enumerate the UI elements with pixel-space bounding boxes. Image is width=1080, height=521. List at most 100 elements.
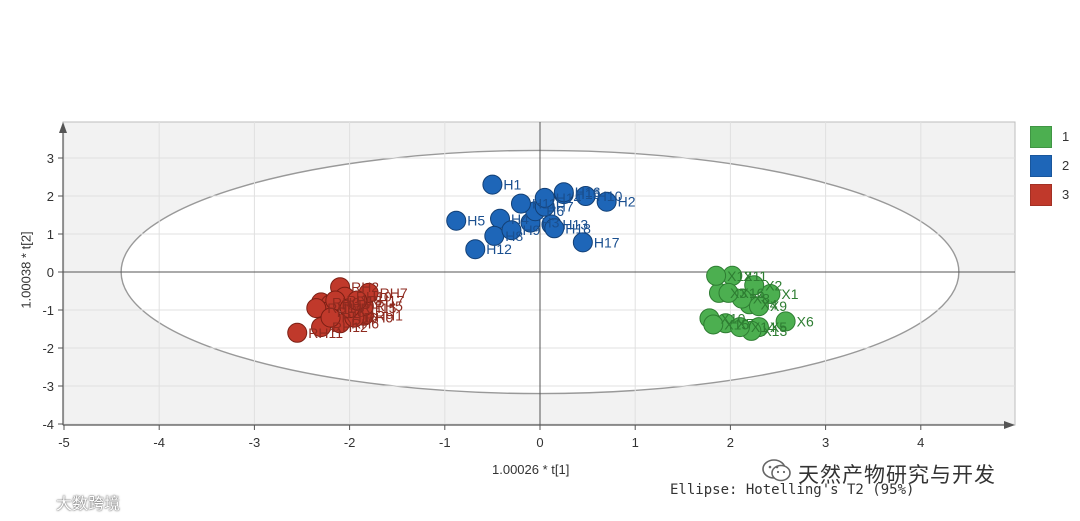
legend: 1 2 3 [1030,122,1069,209]
point-label-h3: H3 [541,215,559,231]
legend-swatch-1 [1030,125,1052,148]
point-label-x7: X7 [737,315,754,331]
point-label-h10: H10 [597,188,623,204]
point-label-h1: H1 [503,177,521,193]
data-point-x14 [729,317,750,338]
point-label-h15: H15 [575,186,601,202]
y-tick-label: -3 [42,379,54,394]
point-label-x13: X13 [762,323,787,339]
data-point-x16 [718,282,739,303]
legend-swatch-2 [1030,154,1052,177]
y-axis-arrow [59,122,67,133]
point-label-rh7: RH7 [380,285,408,301]
legend-item-1: 1 [1030,122,1069,151]
point-label-rh13: RH13 [346,293,382,309]
data-point-rh11 [287,322,308,343]
data-point-x12 [706,265,727,286]
point-label-h13: H13 [562,217,588,233]
point-label-rh8: RH8 [337,304,365,320]
point-label-x12: X12 [727,268,752,284]
y-tick-label: 2 [47,189,54,204]
data-points [287,174,796,343]
data-point-x2 [744,275,765,296]
point-label-h2: H2 [618,194,636,210]
point-label-rh14: RH14 [327,300,363,316]
y-axis-label: 1.00038 * t[2] [18,231,34,309]
data-point-rh14 [306,298,327,319]
point-label-rh12: RH12 [332,319,368,335]
x-tick-label: 1 [632,435,639,450]
point-label-h17: H17 [594,234,620,250]
x-axis-arrow [1004,421,1015,429]
y-tick-label: -1 [42,303,54,318]
point-label-x15: X15 [724,316,749,332]
point-label-x3: X3 [730,285,747,301]
point-label-rh15: RH15 [361,300,397,316]
watermark-right-text: 天然产物研究与开发 [798,464,996,487]
point-label-x1: X1 [781,286,798,302]
point-label-rh6: RH6 [351,315,379,331]
point-label-h12: H12 [486,241,512,257]
data-point-h11 [510,193,531,214]
data-point-rh17 [347,290,368,311]
legend-item-3: 3 [1030,180,1069,209]
y-tick-label: 0 [47,265,54,280]
wechat-icon [762,458,792,490]
legend-label-1: 1 [1062,129,1070,144]
data-point-x9 [748,296,769,317]
y-tick-label: -4 [42,417,54,432]
x-tick-label: -4 [153,435,165,450]
point-label-h11: H11 [532,196,557,212]
data-point-x6 [775,311,796,332]
point-label-rh1: RH1 [375,308,403,324]
legend-label-2: 2 [1062,158,1070,173]
x-tick-label: -1 [439,435,451,450]
x-tick-label: 2 [727,435,734,450]
watermark-left-text: 大数跨境 [56,495,121,513]
x-tick-label: -5 [58,435,70,450]
data-point-h17 [572,232,593,253]
point-label-rh5: RH5 [375,298,403,314]
point-label-rh10: RH10 [356,289,392,305]
point-label-rh2: RH2 [351,279,379,295]
ellipse-caption: Ellipse: Hotelling's T2 (95%) [670,482,915,498]
plot-grid [63,122,1015,425]
point-label-rh16: RH16 [342,310,378,326]
point-label-rh11: RH11 [308,325,343,341]
point-label-h16: H16 [575,184,601,200]
x-tick-label: 3 [822,435,829,450]
point-label-h18: H18 [565,220,591,236]
point-label-x5: X5 [770,319,787,335]
point-label-h4: H4 [511,211,529,227]
point-label-rh17: RH17 [368,293,404,309]
point-label-x4: X4 [760,296,777,312]
point-label-x11: X11 [743,268,767,284]
watermark-right: 天然产物研究与开发 [762,458,996,490]
point-label-h5: H5 [467,213,485,229]
legend-label-3: 3 [1062,187,1070,202]
point-label-h9: H9 [522,222,540,238]
x-tick-label: 0 [536,435,543,450]
y-tick-label: 1 [47,227,54,242]
data-point-h18 [544,218,565,239]
point-label-x8: X8 [753,291,770,307]
point-label-x9: X9 [770,298,787,314]
point-label-x14: X14 [751,319,776,335]
x-tick-label: 4 [917,435,924,450]
point-label-h7: H7 [556,199,574,215]
point-label-x10: X10 [720,310,745,326]
data-point-rh16 [320,307,341,328]
point-label-h14: H14 [556,190,582,206]
data-point-h1 [482,174,503,195]
plot-axes: -5 -4 -3 -2 -1 0 1 2 3 4 -4 -3 -2 -1 0 1 2 3 [42,122,1015,450]
brand-logo-icon [8,488,50,515]
point-label-rh3: RH3 [332,294,360,310]
point-label-h6: H6 [546,203,564,219]
y-tick-label: 3 [47,151,54,166]
data-point-h9 [501,220,522,241]
point-label-rh4: RH4 [342,296,370,312]
data-point-h10 [575,186,596,206]
data-point-h14 [534,187,555,208]
